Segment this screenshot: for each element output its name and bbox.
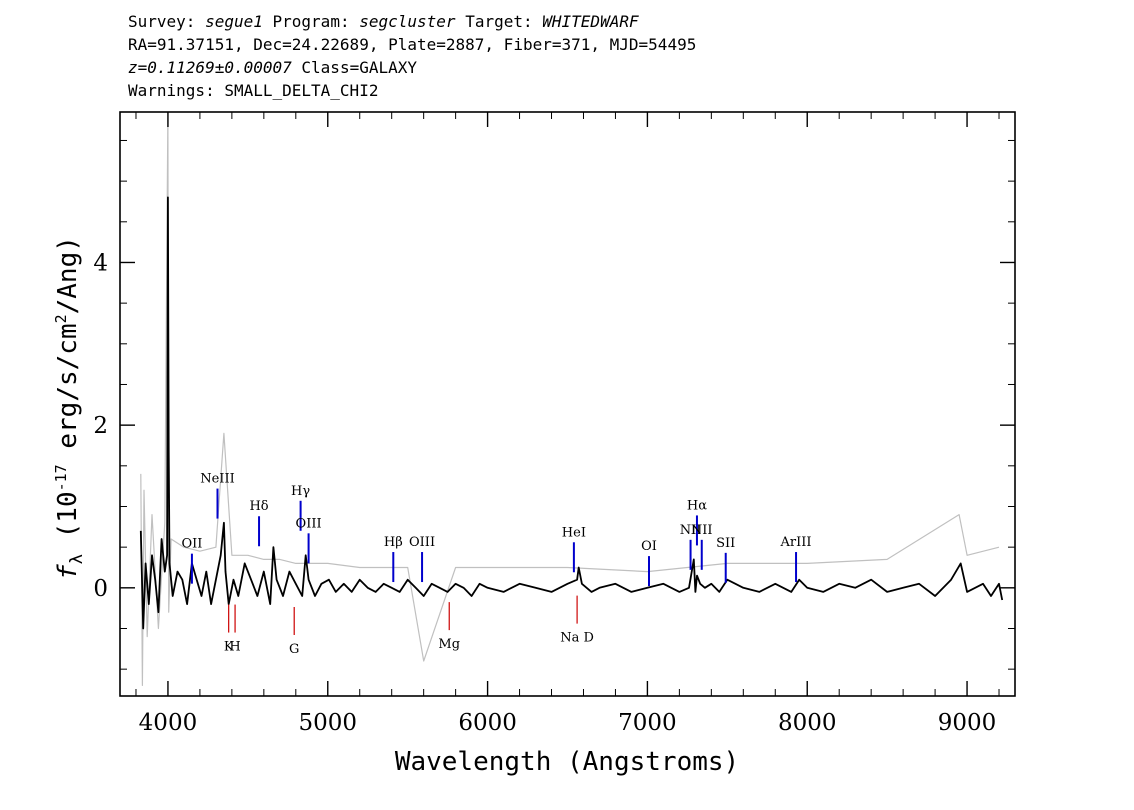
- axes-layer: 4000 5000 6000 7000 8000 9000 0 2 4: [93, 111, 1016, 736]
- header-coordinates: RA=91.37151, Dec=24.22689, Plate=2887, F…: [128, 35, 697, 54]
- program-value: segcluster: [359, 12, 456, 31]
- x-tick-label: 7000: [618, 710, 677, 736]
- emission-line-label: Hβ: [384, 535, 403, 550]
- x-tick-label: 6000: [458, 710, 517, 736]
- absorption-line-label: K: [224, 640, 234, 655]
- header-line-3: z=0.11269±0.00007 Class=GALAXY: [128, 56, 696, 79]
- plot-frame: [119, 111, 1016, 697]
- x-axis-title: Wavelength (Angstroms): [395, 747, 739, 777]
- emission-line-label: OI: [641, 539, 657, 554]
- class-value: Class=GALAXY: [301, 58, 417, 77]
- absorption-line-label: Mg: [438, 637, 460, 652]
- header-line-1: Survey: segue1 Program: segcluster Targe…: [128, 10, 696, 33]
- error-spectrum-layer: [140, 111, 1000, 687]
- emission-line-label: NeIII: [200, 472, 234, 487]
- emission-line-label: NII: [691, 523, 713, 538]
- absorption-line-label: H: [229, 640, 240, 655]
- emission-line-label: OII: [181, 537, 202, 552]
- emission-line-label: OIII: [409, 535, 435, 550]
- program-label: Program:: [272, 12, 350, 31]
- y-axis-title: fλ (10-17 erg/s/cm2/Ang): [52, 236, 87, 580]
- emission-line-label: OIII: [296, 516, 322, 531]
- emission-line-label: HeI: [562, 525, 586, 540]
- header-warnings: Warnings: SMALL_DELTA_CHI2: [128, 81, 379, 100]
- spectrum-header: Survey: segue1 Program: segcluster Targe…: [128, 10, 696, 102]
- x-tick-label: 5000: [298, 710, 357, 736]
- target-value: WHITEDWARF: [542, 12, 639, 31]
- emission-line-label: Hγ: [291, 484, 310, 499]
- flux-series-line: [139, 196, 1004, 630]
- x-tick-label: 8000: [778, 710, 837, 736]
- y-tick-label: 0: [93, 576, 108, 602]
- y-tick-label: 2: [93, 413, 108, 439]
- survey-value: segue1: [205, 12, 263, 31]
- y-tick-label: 4: [93, 250, 108, 276]
- emission-line-label: Hδ: [249, 499, 268, 514]
- emission-line-label: SII: [716, 536, 735, 551]
- x-tick-label: 9000: [938, 710, 997, 736]
- target-label: Target:: [465, 12, 533, 31]
- x-tick-label: 4000: [139, 710, 198, 736]
- redshift-value: z=0.11269±0.00007: [128, 58, 292, 77]
- emission-line-label: Hα: [687, 498, 707, 513]
- survey-label: Survey:: [128, 12, 196, 31]
- flux-spectrum-layer: [139, 196, 1004, 630]
- absorption-line-label: Na D: [560, 631, 594, 646]
- error-series-line: [140, 111, 1000, 687]
- emission-line-label: ArIII: [780, 535, 812, 550]
- absorption-line-label: G: [289, 642, 299, 657]
